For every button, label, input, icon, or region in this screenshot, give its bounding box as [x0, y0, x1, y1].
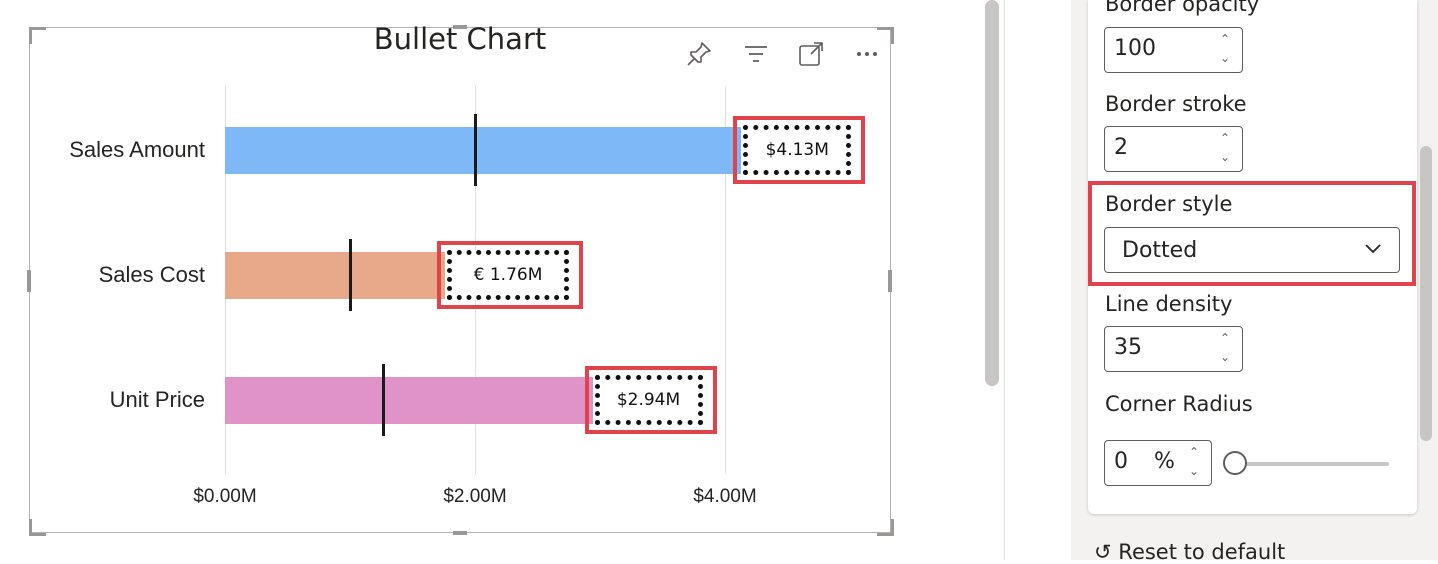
target-marker [474, 114, 477, 186]
bar-unit-price[interactable] [225, 376, 593, 424]
corner-radius-value[interactable]: 0 [1114, 449, 1128, 474]
border-stroke-label: Border stroke [1105, 92, 1247, 116]
x-tick-label: $2.00M [443, 486, 507, 507]
border-style-dropdown[interactable]: Dotted [1104, 227, 1400, 273]
percent-unit: % [1154, 449, 1175, 474]
category-label: Unit Price [109, 387, 205, 412]
data-label: € 1.76M [447, 250, 569, 300]
resize-handle-bottom-left[interactable] [29, 519, 46, 536]
pin-icon[interactable] [685, 40, 713, 68]
x-tick-label: $4.00M [693, 486, 757, 507]
decrement-icon[interactable]: ⌄ [1219, 150, 1230, 164]
line-density-input[interactable]: 35 ⌃ ⌄ [1104, 326, 1243, 372]
chart-title: Bullet Chart [373, 22, 547, 56]
increment-icon[interactable]: ⌃ [1219, 32, 1230, 46]
resize-handle-top[interactable] [453, 25, 467, 29]
pane-divider [1004, 0, 1005, 560]
border-opacity-value[interactable]: 100 [1114, 36, 1156, 61]
bar-sales-amount[interactable] [225, 126, 742, 174]
resize-handle-top-right[interactable] [877, 27, 894, 44]
format-pane-scrollbar[interactable] [1420, 146, 1432, 441]
corner-radius-label: Corner Radius [1105, 392, 1253, 416]
x-tick-label: $0.00M [193, 486, 257, 507]
decrement-icon[interactable]: ⌄ [1188, 464, 1199, 478]
data-label-highlight [733, 116, 866, 184]
line-density-value[interactable]: 35 [1114, 335, 1142, 360]
resize-handle-top-left[interactable] [29, 27, 46, 44]
focus-mode-icon[interactable] [797, 40, 825, 68]
corner-radius-input[interactable]: 0 % ⌃ ⌄ [1104, 440, 1212, 486]
border-style-highlight [1088, 181, 1416, 286]
data-label: $2.94M [594, 375, 703, 425]
category-label: Sales Cost [98, 262, 205, 287]
category-label: Sales Amount [69, 137, 205, 162]
target-marker [381, 364, 385, 436]
corner-radius-slider-thumb[interactable] [1223, 451, 1247, 475]
border-stroke-input[interactable]: 2 ⌃ ⌄ [1104, 126, 1243, 172]
bullet-chart-visual[interactable]: Bullet Chart $0.00M $2.00M $4.00M Sales Amo… [0, 0, 1000, 560]
corner-radius-slider-track[interactable] [1237, 462, 1389, 466]
chevron-down-icon [1365, 244, 1381, 254]
resize-handle-left[interactable] [27, 270, 31, 292]
increment-icon[interactable]: ⌃ [1219, 331, 1230, 345]
resize-handle-right[interactable] [888, 270, 892, 292]
reset-label: Reset to default [1118, 540, 1286, 564]
data-label-highlight [437, 241, 583, 309]
target-marker [349, 239, 352, 311]
resize-handle-bottom[interactable] [453, 531, 467, 535]
filter-icon[interactable] [742, 40, 770, 68]
border-style-value: Dotted [1122, 238, 1198, 263]
data-label-highlight [584, 366, 717, 434]
report-scrollbar[interactable] [985, 0, 999, 386]
gridline [725, 86, 726, 474]
line-density-label: Line density [1105, 292, 1233, 316]
decrement-icon[interactable]: ⌄ [1219, 350, 1230, 364]
decrement-icon[interactable]: ⌄ [1219, 51, 1230, 65]
border-opacity-label: Border opacity [1105, 0, 1260, 16]
increment-icon[interactable]: ⌃ [1219, 131, 1230, 145]
border-style-label: Border style [1105, 192, 1233, 216]
bar-sales-cost[interactable] [225, 251, 445, 299]
more-options-icon[interactable] [853, 40, 881, 68]
border-stroke-value[interactable]: 2 [1114, 135, 1128, 160]
reset-icon: ↺ [1094, 540, 1112, 564]
resize-handle-bottom-right[interactable] [877, 519, 894, 536]
increment-icon[interactable]: ⌃ [1188, 445, 1199, 459]
data-label: $4.13M [743, 125, 852, 175]
reset-to-default-button[interactable]: ↺ Reset to default [1094, 540, 1285, 564]
border-opacity-input[interactable]: 100 ⌃ ⌄ [1104, 27, 1243, 73]
